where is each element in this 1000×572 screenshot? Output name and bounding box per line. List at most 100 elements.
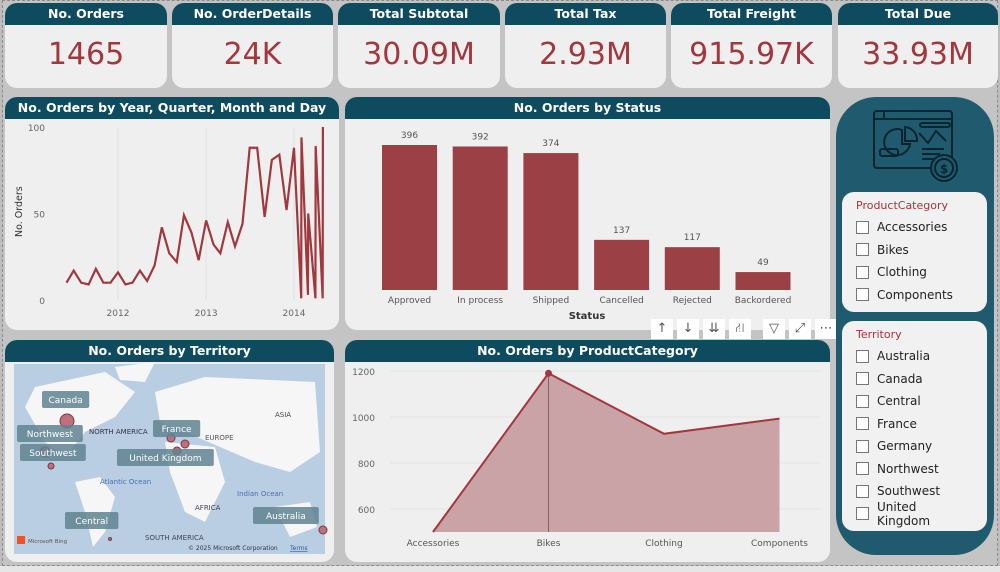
slicer-option[interactable]: Central bbox=[856, 390, 973, 413]
slicer-option[interactable]: Clothing bbox=[856, 261, 973, 284]
territory-bubble bbox=[108, 537, 112, 541]
option-label: Bikes bbox=[877, 242, 909, 257]
arrow-down-icon[interactable]: ↓ bbox=[677, 319, 699, 339]
expand-hierarchy-icon[interactable]: ⛙ bbox=[729, 319, 751, 339]
x-tick-label: Cancelled bbox=[599, 296, 643, 306]
checkbox[interactable] bbox=[856, 507, 869, 521]
option-label: France bbox=[877, 416, 917, 431]
visual-toolbar: ↑ ↓ ⇊ ⛙ ▽ ⤢ ⋯ bbox=[651, 319, 837, 339]
territory-bubble bbox=[47, 462, 55, 470]
territory-map[interactable]: NORTH AMERICA EUROPE ASIA Atlantic Ocean AFR… bbox=[5, 362, 334, 562]
product-category-slicer: ProductCategory Accessories Bikes Clothing… bbox=[842, 192, 987, 312]
checkbox[interactable] bbox=[856, 417, 869, 431]
x-tick-label: 2013 bbox=[195, 309, 218, 319]
slicer-option[interactable]: Germany bbox=[856, 435, 973, 458]
slicer-option[interactable]: Australia bbox=[856, 345, 973, 368]
svg-text:$: $ bbox=[940, 162, 948, 176]
region-label-box bbox=[117, 449, 214, 466]
region-label: Australia bbox=[266, 512, 306, 522]
region-label: Northwest bbox=[27, 430, 74, 440]
checkbox[interactable] bbox=[856, 462, 869, 476]
kpi-value: 24K bbox=[223, 37, 282, 72]
line-chart[interactable]: 0 50 100 2012 2013 2014 No. Orders bbox=[5, 119, 339, 330]
slicer-option[interactable]: Canada bbox=[856, 368, 973, 391]
bar bbox=[382, 145, 437, 290]
double-arrow-down-icon[interactable]: ⇊ bbox=[703, 319, 725, 339]
focus-mode-icon[interactable]: ⤢ bbox=[789, 319, 811, 339]
region-label: France bbox=[162, 425, 192, 435]
region-label: Canada bbox=[48, 396, 82, 406]
checkbox[interactable] bbox=[856, 243, 869, 257]
data-label: 117 bbox=[684, 233, 701, 243]
area-chart-title: No. Orders by ProductCategory bbox=[345, 340, 830, 362]
checkbox[interactable] bbox=[856, 288, 869, 302]
slicer-option[interactable]: France bbox=[856, 413, 973, 436]
option-label: Accessories bbox=[877, 220, 948, 235]
kpi-label: Total Freight bbox=[671, 3, 832, 25]
region-label: United Kingdom bbox=[129, 454, 201, 464]
option-label: United Kingdom bbox=[876, 499, 931, 528]
checkbox[interactable] bbox=[856, 484, 869, 498]
option-label: Australia bbox=[877, 349, 931, 364]
kpi-value: 2.93M bbox=[539, 37, 632, 72]
geo-label: Atlantic Ocean bbox=[100, 478, 151, 486]
x-tick-label: 2012 bbox=[107, 309, 130, 319]
option-label: Canada bbox=[877, 371, 923, 386]
slicer-option[interactable]: United Kingdom bbox=[856, 499, 973, 528]
bar bbox=[735, 272, 791, 290]
x-tick-label: Approved bbox=[388, 296, 431, 306]
slicer-option[interactable]: Northwest bbox=[856, 458, 973, 481]
y-tick-label: 1200 bbox=[352, 368, 375, 378]
region-label-box bbox=[153, 420, 201, 437]
slicer-option[interactable]: Accessories bbox=[856, 216, 973, 239]
area-fill bbox=[433, 373, 780, 532]
territory-bubble bbox=[318, 525, 328, 535]
filter-icon[interactable]: ▽ bbox=[763, 319, 785, 339]
territory-slicer: Territory Australia Canada Central France Ge… bbox=[842, 321, 987, 531]
slicer-option[interactable]: Southwest bbox=[856, 480, 973, 503]
region-label-box bbox=[253, 507, 319, 524]
area-chart[interactable]: 600 800 1000 1200 Accessories Bikes Clothing Co… bbox=[345, 362, 830, 562]
x-tick-label: Components bbox=[751, 539, 808, 549]
x-tick-label: Clothing bbox=[645, 539, 682, 549]
geo-label: SOUTH AMERICA bbox=[145, 534, 204, 542]
checkbox[interactable] bbox=[856, 265, 869, 279]
bing-logo bbox=[17, 536, 25, 544]
terms-link[interactable]: Terms bbox=[289, 545, 308, 552]
region-label: Southwest bbox=[29, 449, 77, 459]
bar bbox=[664, 247, 720, 290]
dashboard-finance-icon: $ bbox=[873, 110, 958, 182]
slicer-option[interactable]: Bikes bbox=[856, 239, 973, 262]
bar bbox=[452, 146, 508, 290]
data-label: 392 bbox=[472, 132, 489, 142]
slicer-title: ProductCategory bbox=[856, 199, 949, 212]
region-label-box bbox=[20, 444, 86, 461]
slicer-option[interactable]: Components bbox=[856, 284, 973, 307]
option-label: Central bbox=[877, 394, 921, 409]
region-label-box bbox=[65, 512, 119, 529]
region-label-box bbox=[42, 391, 90, 408]
arrow-up-icon[interactable]: ↑ bbox=[651, 319, 673, 339]
x-tick-label: In process bbox=[457, 296, 503, 306]
checkbox[interactable] bbox=[856, 394, 869, 408]
kpi-value: 30.09M bbox=[363, 37, 475, 72]
y-tick-label: 100 bbox=[28, 124, 45, 134]
kpi-label: Total Due bbox=[838, 3, 998, 25]
bar-chart[interactable]: 396 Approved 392 In process 374 Shipped 137 Can… bbox=[345, 119, 830, 330]
kpi-label: No. Orders bbox=[5, 3, 167, 25]
x-tick-label: Backordered bbox=[735, 296, 792, 306]
y-tick-label: 0 bbox=[39, 297, 45, 307]
kpi-card: Total Tax 2.93M bbox=[505, 3, 666, 88]
checkbox[interactable] bbox=[856, 372, 869, 386]
x-tick-label: Accessories bbox=[407, 539, 460, 549]
checkbox[interactable] bbox=[856, 439, 869, 453]
checkbox[interactable] bbox=[856, 220, 869, 234]
bar bbox=[523, 153, 579, 290]
kpi-value: 915.97K bbox=[689, 37, 814, 72]
eurasia bbox=[155, 377, 320, 472]
x-tick-label: Bikes bbox=[537, 539, 561, 549]
checkbox[interactable] bbox=[856, 349, 869, 363]
y-tick-label: 50 bbox=[34, 211, 46, 221]
more-options-icon[interactable]: ⋯ bbox=[815, 319, 837, 339]
kpi-card: Total Due 33.93M bbox=[838, 3, 998, 88]
